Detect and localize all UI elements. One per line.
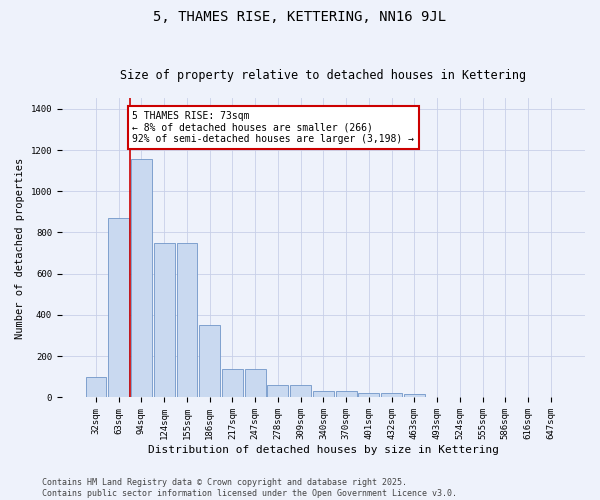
Bar bbox=[313, 392, 334, 398]
Text: Contains HM Land Registry data © Crown copyright and database right 2025.
Contai: Contains HM Land Registry data © Crown c… bbox=[42, 478, 457, 498]
Bar bbox=[154, 243, 175, 398]
Bar bbox=[86, 377, 106, 398]
Y-axis label: Number of detached properties: Number of detached properties bbox=[15, 158, 25, 338]
Title: Size of property relative to detached houses in Kettering: Size of property relative to detached ho… bbox=[121, 69, 526, 82]
Bar bbox=[381, 394, 402, 398]
Bar bbox=[199, 326, 220, 398]
Bar bbox=[176, 243, 197, 398]
Text: 5, THAMES RISE, KETTERING, NN16 9JL: 5, THAMES RISE, KETTERING, NN16 9JL bbox=[154, 10, 446, 24]
Bar bbox=[131, 160, 152, 398]
Bar bbox=[268, 385, 289, 398]
X-axis label: Distribution of detached houses by size in Kettering: Distribution of detached houses by size … bbox=[148, 445, 499, 455]
Bar bbox=[108, 218, 129, 398]
Bar bbox=[290, 385, 311, 398]
Bar bbox=[222, 368, 243, 398]
Bar bbox=[358, 394, 379, 398]
Bar bbox=[404, 394, 425, 398]
Text: 5 THAMES RISE: 73sqm
← 8% of detached houses are smaller (266)
92% of semi-detac: 5 THAMES RISE: 73sqm ← 8% of detached ho… bbox=[133, 111, 415, 144]
Bar bbox=[245, 368, 266, 398]
Bar bbox=[335, 392, 356, 398]
